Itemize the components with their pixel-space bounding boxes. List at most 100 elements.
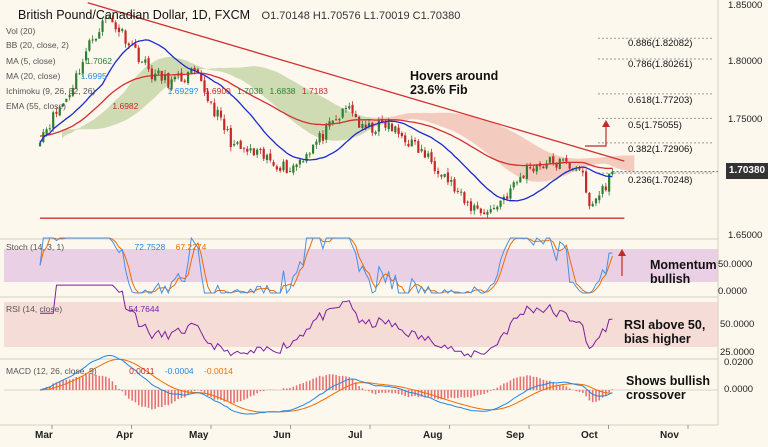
candle-body [476,205,479,209]
candle-body [259,148,262,150]
candle-body [279,167,282,171]
month-jul: Jul [348,430,363,441]
candle-body [134,43,137,48]
legend-stoch-k: 72.7528 [134,242,166,252]
month-jun: Jun [273,430,291,441]
candle-body [272,162,275,166]
candle-body [75,73,78,90]
month-apr: Apr [116,430,134,441]
legend-ma20[interactable]: MA (20, close) 1.6995 [6,71,107,81]
legend-ema-label: EMA (55, close) [6,101,66,111]
legend-ema-value: 1.6982 [112,101,139,111]
candle-body [246,148,249,152]
candle-body [390,123,394,131]
candle-body [456,190,459,192]
candle-body [338,118,341,121]
month-may: May [189,430,209,441]
momentum-arrow-head [618,249,626,256]
price-tick-180: 1.80000 [728,56,763,67]
legend-bb[interactable]: BB (20, close, 2) [6,40,69,50]
candle-body [381,119,384,123]
candle-body [492,207,496,209]
annotation-rsi-line-1: RSI above 50, [624,318,706,332]
current-price-label: 1.70380 [726,163,768,179]
candle-body [522,175,525,178]
annotation-rsi: RSI above 50, bias higher [624,318,705,346]
legend-macd-line: -0.0004 [164,366,194,376]
candle-body [233,143,236,146]
annotation-momentum: Momentum bullish [650,258,717,286]
legend-stoch-label: Stoch (14, 3, 1) [6,242,65,252]
legend-ema[interactable]: EMA (55, close) 1.6982 [6,101,138,111]
candle-body [529,167,532,169]
candle-body [305,154,308,162]
candle-body [604,186,607,191]
ema55-line [39,72,613,170]
target-arrow-head [602,120,610,127]
candle-body [183,80,186,82]
chart-title-row: British Pound/Canadian Dollar, 1D, FXCM … [18,8,460,22]
candle-body [473,205,476,211]
candle-body [525,165,528,179]
price-tick-165: 1.65000 [728,230,763,241]
candle-body [469,201,473,211]
candle-body [413,139,417,142]
candle-body [552,156,555,164]
candle-body [358,117,361,128]
candle-body [38,142,42,147]
legend-stoch[interactable]: Stoch (14, 3, 1) 72.7528 67.2274 [6,242,206,252]
candle-body [318,132,321,143]
candle-body [55,111,58,114]
candle-body [535,164,538,172]
legend-macd-label: MACD (12, 26, close, 9) [6,366,97,376]
candle-body [417,141,420,153]
rsi-tick-50: 50.0000 [720,319,755,330]
candle-body [127,43,130,46]
ma20-line [39,39,613,202]
annotation-macd-line-2: crossover [626,388,686,402]
candle-body [150,68,153,80]
legend-ma5[interactable]: MA (5, close) 1.7062 [6,56,112,66]
fib-label-0786: 0.786(1.80261) [628,59,693,70]
fib-label-05: 0.5(1.75055) [628,120,682,131]
candle-body [252,148,255,156]
candle-body [94,38,98,41]
candle-body [591,203,594,207]
candle-body [114,22,117,30]
candle-body [239,140,242,149]
legend-macd[interactable]: MACD (12, 26, close, 9) 0.0011 -0.0004 -… [6,366,233,376]
candle-body [249,148,252,151]
candle-body [236,142,239,144]
annotation-rsi-line-2: bias higher [624,332,691,346]
candle-body [65,98,68,102]
legend-ichimoku[interactable]: Ichimoku (9, 26, 52, 26) 1.6929? 1.6900 … [6,86,328,96]
macd-tick-0: 0.0000 [724,384,754,395]
candle-body [515,182,519,184]
candle-body [555,162,558,168]
candle-body [157,70,160,74]
candle-body [483,212,486,214]
legend-rsi[interactable]: RSI (14, close) 54.7644 [6,304,159,314]
candle-body [440,175,443,177]
candle-body [292,165,295,173]
legend-vol[interactable]: Vol (20) [6,26,36,36]
candle-body [344,107,348,110]
candle-body [512,182,515,188]
candle-body [331,120,334,123]
candle-body [117,27,121,33]
legend-rsi-label: RSI (14, close) [6,304,63,314]
legend-stoch-d: 67.2274 [175,242,207,252]
candle-body [193,67,196,71]
candle-body [147,58,150,70]
candle-body [404,135,407,143]
candle-body [334,119,338,121]
candle-body [351,104,354,114]
candle-body [463,192,466,204]
annotation-fib-line-2: 23.6% Fib [410,83,468,97]
candle-body [144,59,147,63]
candle-body [367,123,371,127]
legend-ichimoku-kijun: 1.6900 [204,86,231,96]
candle-body [223,118,226,131]
candle-body [410,139,413,147]
